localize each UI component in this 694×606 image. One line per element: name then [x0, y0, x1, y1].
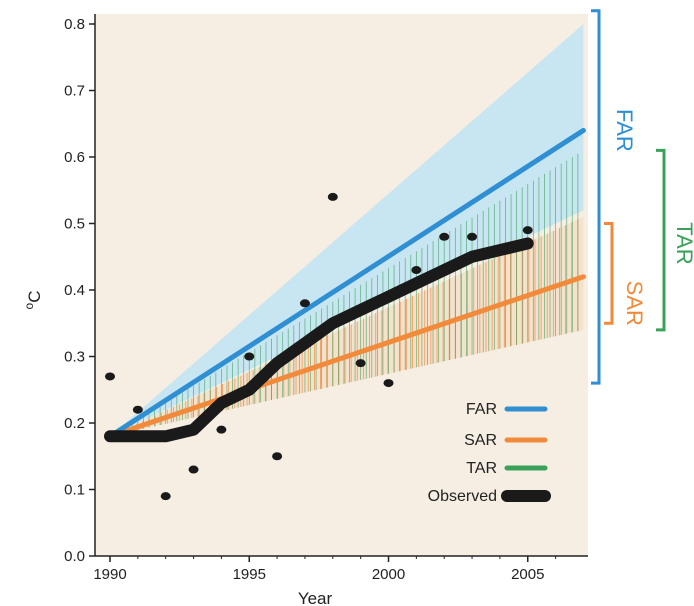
x-tick-label: 2000: [372, 566, 405, 583]
observation-point: [272, 452, 283, 461]
y-axis-degree-mark: o: [22, 302, 36, 309]
legend-label-observed: Observed: [428, 488, 497, 505]
legend: FAR SAR TAR Observed: [428, 401, 551, 505]
far-projection-line: [107, 127, 586, 439]
observation-point: [299, 299, 310, 308]
legend-label-sar: SAR: [464, 432, 497, 449]
observation-point: [216, 425, 227, 434]
projection-ranges: [110, 24, 584, 437]
observation-point: [105, 372, 115, 381]
axes: 0.0 0.1 0.2 0.3 0.4 0.5 0.6 0.7 0.8 1990 1995 2000 2…: [22, 14, 588, 606]
observation-points: [105, 192, 533, 501]
projection-lines: [104, 127, 586, 443]
observation-point: [132, 405, 143, 414]
y-tick-label: 0.1: [64, 482, 85, 499]
observation-point: [244, 352, 255, 361]
sar-projection-line: [107, 274, 586, 439]
y-axis-unit: C: [25, 291, 44, 303]
bracket-label-tar: TAR: [672, 222, 694, 264]
observation-point: [522, 226, 533, 235]
observation-point: [327, 192, 338, 201]
observation-point: [467, 232, 478, 241]
bracket-far: [591, 9, 601, 385]
x-tick-label: 1995: [233, 566, 266, 583]
y-tick-label: 0.3: [64, 349, 85, 366]
range-brackets: FAR SAR TAR: [591, 9, 694, 385]
x-tick-label: 2005: [511, 566, 544, 583]
bracket-label-far: FAR: [612, 109, 637, 152]
bracket-label-sar: SAR: [622, 281, 647, 326]
observation-point: [411, 266, 422, 275]
far-range-band: [110, 24, 584, 437]
x-axis-title: Year: [298, 589, 333, 606]
x-tick-label: 1990: [93, 566, 126, 583]
y-tick-label: 0.7: [64, 83, 85, 100]
bracket-tar: [656, 148, 666, 332]
y-tick-label: 0.6: [64, 149, 85, 166]
y-tick-label: 0.8: [64, 16, 85, 33]
observation-point: [383, 379, 394, 388]
y-tick-label: 0.4: [64, 282, 85, 299]
observation-point: [188, 465, 199, 474]
observed-smoothed-line: [104, 237, 534, 443]
bracket-sar: [604, 222, 614, 325]
y-tick-label: 0.0: [64, 548, 85, 565]
legend-label-tar: TAR: [466, 460, 497, 477]
y-axis-title: oC: [22, 291, 44, 310]
legend-label-far: FAR: [466, 401, 497, 418]
observation-point: [355, 359, 366, 368]
y-tick-label: 0.2: [64, 415, 85, 432]
observation-point: [160, 492, 171, 501]
y-tick-label: 0.5: [64, 216, 85, 233]
observation-point: [439, 232, 450, 241]
